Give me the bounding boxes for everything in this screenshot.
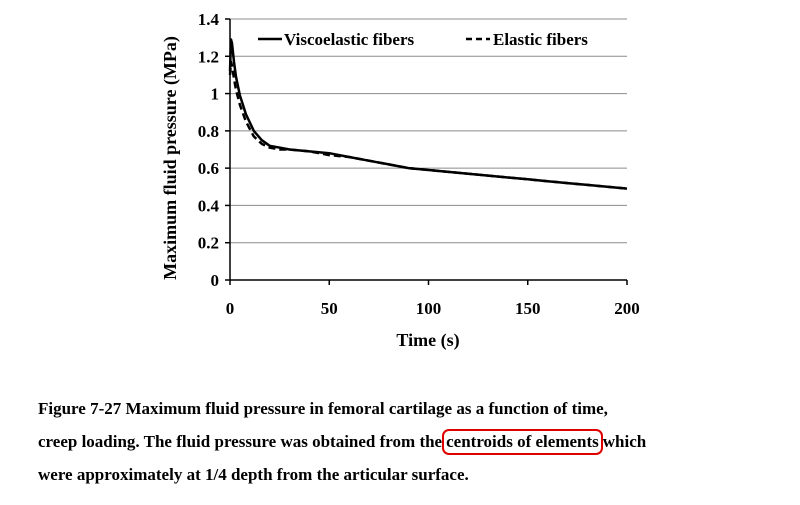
circled-phrase: centroids of elements [442,429,603,455]
x-tick-label-3: 150 [515,299,541,318]
y-tick-label-6: 1.2 [198,47,219,66]
x-tick-label-0: 0 [226,299,235,318]
legend-label-viscoelastic: Viscoelastic fibers [284,30,415,49]
x-tick-label-4: 200 [614,299,640,318]
axes [225,18,628,285]
legend-label-elastic: Elastic fibers [493,30,588,49]
y-tick-label-7: 1.4 [198,10,220,29]
legend: Viscoelastic fibers Elastic fibers [258,30,588,49]
y-tick-label-3: 0.6 [198,159,219,178]
x-tick-label-2: 100 [416,299,442,318]
x-axis-label: Time (s) [396,330,459,351]
y-tick-label-0: 0 [211,271,220,290]
gridlines [230,18,627,244]
fluid-pressure-chart: 0 0.2 0.4 0.6 0.8 1 1.2 1.4 0 50 100 150 200 Viscoel… [160,10,640,351]
caption-line-2-end: which [602,432,647,451]
series-lines [228,38,628,190]
caption-line-3: were approximately at 1/4 depth from the… [38,465,469,484]
tick-labels: 0 0.2 0.4 0.6 0.8 1 1.2 1.4 0 50 100 150 200 [198,10,640,318]
y-tick-label-2: 0.4 [198,196,220,215]
y-tick-label-1: 0.2 [198,234,219,253]
x-tick-label-1: 50 [321,299,338,318]
series-line-elastic [228,60,628,190]
series-line-viscoelastic [228,38,628,190]
caption-line-2: creep loading. The fluid pressure was ob… [38,425,778,458]
caption-line-2-start: creep loading. The fluid pressure was ob… [38,432,443,451]
y-tick-label-4: 0.8 [198,122,219,141]
figure-caption: Figure 7-27 Maximum fluid pressure in fe… [38,392,778,491]
caption-line-1: Figure 7-27 Maximum fluid pressure in fe… [38,399,608,418]
y-axis-label: Maximum fluid pressure (MPa) [160,36,181,280]
y-tick-label-5: 1 [211,85,220,104]
